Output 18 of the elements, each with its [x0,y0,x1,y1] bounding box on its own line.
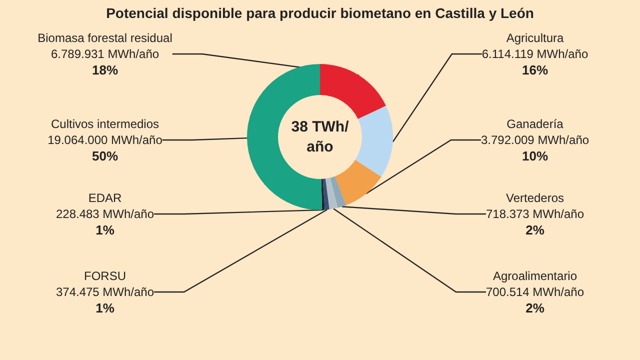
data-label: 700.514 MWh/año 2% [486,285,584,316]
chart-title: Potencial disponible para producir biometano en Castilla y León [106,5,534,21]
slice-label: Agroalimentario [492,269,578,283]
data-label: 6.789.931 MWh/año 18% [50,47,160,78]
slice-label: Biomasa forestal residual [38,31,172,45]
data-label: 6.114.119 MWh/año 16% [482,47,588,78]
data-label: 228.483 MWh/año 1% [56,207,154,238]
text: 38 TWh/ año [291,118,350,156]
slice-label: Agricultura [506,31,564,45]
data-label: 19.064.000 MWh/año 50% [48,133,163,164]
data-label: 374.475 MWh/año 1% [56,285,154,316]
slice-label: FORSU [84,269,126,283]
slice-label: Cultivos intermedios [50,117,160,131]
data-label: 3.792.009 MWh/año 10% [480,133,590,164]
slice-label: Vertederos [506,191,564,205]
data-label: 718.373 MWh/año 2% [486,207,584,238]
slice-label: Ganadería [506,117,564,131]
slice-label: EDAR [88,191,122,205]
